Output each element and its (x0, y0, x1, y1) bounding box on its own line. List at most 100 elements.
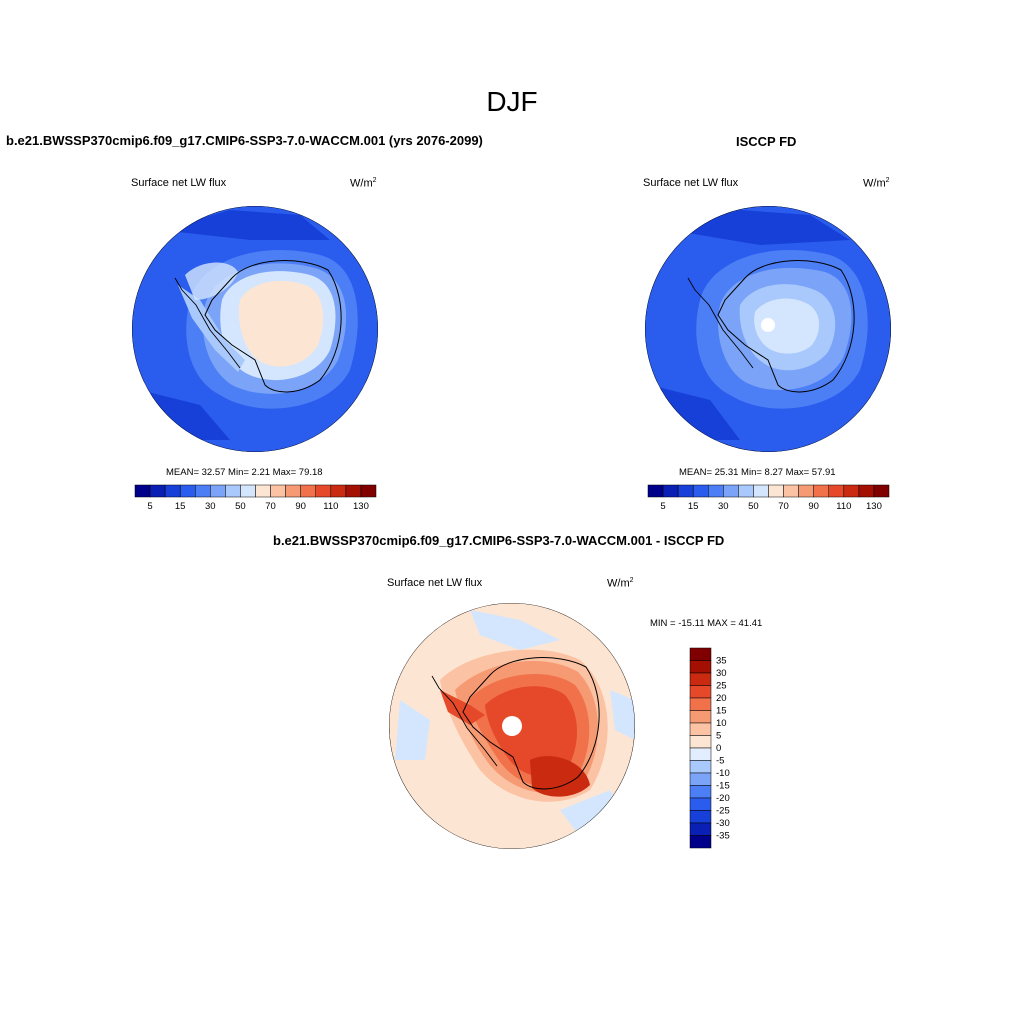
panel1-colorbar-swatch (164, 484, 181, 498)
panel1-colorbar-swatch (300, 484, 316, 498)
panel2-colorbar-swatch (768, 484, 784, 498)
panel3-colorbar-tick-label: -35 (716, 831, 730, 842)
panel3-colorbar-swatch (689, 672, 712, 686)
panel1-units-text: W/m (350, 177, 373, 190)
panel3-colorbar-tick-label: 0 (716, 743, 721, 754)
panel3-colorbar-tick-label: 30 (716, 668, 727, 679)
panel3-colorbar-swatch (689, 685, 712, 699)
panel1-colorbar-swatch (285, 484, 301, 498)
panel1-colorbar-swatch (240, 484, 256, 498)
panel3-units-text: W/m (607, 577, 630, 590)
panel1-colorbar-tick-label: 15 (175, 501, 186, 512)
panel3-colorbar-tick-label: 5 (716, 731, 721, 742)
panel3-colorbar-swatch (689, 735, 712, 749)
panel1-stats: MEAN= 32.57 Min= 2.21 Max= 79.18 (166, 467, 323, 478)
panel1-colorbar-swatch (195, 484, 211, 498)
panel2-colorbar-swatch (843, 484, 860, 498)
panel2-units-text: W/m (863, 177, 886, 190)
panel1-colorbar-tick-label: 30 (205, 501, 216, 512)
panel3-colorbar-tick-label: -10 (716, 768, 730, 779)
panel2-stats: MEAN= 25.31 Min= 8.27 Max= 57.91 (679, 467, 836, 478)
panel2-colorbar-swatch (723, 484, 739, 498)
panel3-colorbar-swatch (689, 647, 712, 661)
panel2-colorbar-swatch (708, 484, 724, 498)
panel2-colorbar-swatch (738, 484, 754, 498)
panel1-colorbar-swatch (225, 484, 241, 498)
panel1-title: b.e21.BWSSP370cmip6.f09_g17.CMIP6-SSP3-7… (6, 133, 483, 148)
panel1-colorbar-tick-label: 110 (323, 501, 338, 512)
panel1-colorbar-tick-label: 70 (265, 501, 276, 512)
panel3-colorbar-tick-label: 35 (716, 656, 727, 667)
panel1-colorbar-swatch (210, 484, 226, 498)
panel1-colorbar-tick-label: 130 (353, 501, 369, 512)
panel3-colorbar-tick-label: 20 (716, 693, 727, 704)
panel2-colorbar-tick-label: 90 (808, 501, 819, 512)
panel1-colorbar-swatch (315, 484, 332, 498)
panel3-colorbar-swatch (689, 760, 712, 774)
panel3-colorbar-swatch (689, 835, 712, 849)
panel3-colorbar-tick-label: -5 (716, 756, 724, 767)
panel2-colorbar-swatch (798, 484, 814, 498)
panel3-colorbar-swatch (689, 710, 712, 724)
panel3-colorbar-swatch (689, 822, 712, 836)
panel2-variable: Surface net LW flux (643, 177, 739, 189)
panel3-colorbar-tick-label: -20 (716, 793, 730, 804)
panel2-title: ISCCP FD (736, 134, 797, 149)
panel2-colorbar-tick-label: 5 (660, 501, 665, 512)
panel1-units: W/m2 (350, 177, 377, 190)
panel2-colorbar-swatch (692, 484, 709, 498)
panel1-colorbar-swatch (255, 484, 271, 498)
panel2-colorbar: 5 15 30 50 70 90 110 130 (647, 484, 890, 512)
panel3-title: b.e21.BWSSP370cmip6.f09_g17.CMIP6-SSP3-7… (273, 533, 725, 548)
panel3-colorbar-tick-label: -25 (716, 806, 730, 817)
panel3-map (389, 603, 635, 849)
panel2-colorbar-swatch (662, 484, 679, 498)
panel1-colorbar-swatch (179, 484, 196, 498)
panel3-stats: MIN = -15.11 MAX = 41.41 (650, 618, 763, 629)
panel2-colorbar-swatch (813, 484, 829, 498)
panel3-colorbar-tick-label: 25 (716, 681, 727, 692)
panel3-colorbar-swatch (689, 785, 712, 799)
panel2-colorbar-swatch (647, 484, 664, 498)
panel2-colorbar-tick-label: 130 (866, 501, 882, 512)
panel1-map (132, 206, 378, 452)
panel3-colorbar-tick-label: -15 (716, 781, 730, 792)
panel3-colorbar-swatch (689, 722, 712, 736)
panel2-colorbar-tick-label: 110 (836, 501, 851, 512)
panel2-map (645, 206, 891, 452)
panel1-units-sup: 2 (372, 177, 377, 184)
panel2-colorbar-tick-label: 30 (718, 501, 729, 512)
panel3-colorbar-swatch (689, 660, 712, 674)
page-title: DJF (486, 86, 538, 117)
panel1-variable: Surface net LW flux (131, 177, 227, 189)
panel2-colorbar-swatch (783, 484, 799, 498)
panel1-colorbar-swatch (270, 484, 286, 498)
panel2-colorbar-swatch (677, 484, 694, 498)
panel2-colorbar-tick-label: 70 (778, 501, 789, 512)
panel2-colorbar-swatch (753, 484, 769, 498)
panel3-units-sup: 2 (629, 577, 634, 584)
panel2-colorbar-swatch (858, 484, 875, 498)
panel2-units: W/m2 (863, 177, 890, 190)
panel2-colorbar-swatch (828, 484, 845, 498)
panel1-colorbar-tick-label: 90 (295, 501, 306, 512)
panel2-colorbar-tick-label: 50 (748, 501, 759, 512)
panel3-colorbar-swatch (689, 772, 712, 786)
panel1-colorbar: 5 15 30 50 70 90 110 130 (134, 484, 377, 512)
panel1-colorbar-tick-label: 50 (235, 501, 246, 512)
panel3-units: W/m2 (607, 577, 634, 590)
panel1-colorbar-swatch (330, 484, 347, 498)
panel3-variable: Surface net LW flux (387, 577, 483, 589)
panel3-colorbar-swatch (689, 810, 712, 824)
panel2-colorbar-tick-label: 15 (688, 501, 699, 512)
panel3-colorbar-swatch (689, 797, 712, 811)
panel3-colorbar-swatch (689, 747, 712, 761)
panel3-colorbar-swatch (689, 697, 712, 711)
panel1-colorbar-swatch (134, 484, 151, 498)
panel3-colorbar-tick-label: 10 (716, 718, 727, 729)
panel1-colorbar-swatch (345, 484, 362, 498)
panel3-colorbar-tick-label: 15 (716, 706, 727, 717)
panel1-colorbar-swatch (149, 484, 166, 498)
